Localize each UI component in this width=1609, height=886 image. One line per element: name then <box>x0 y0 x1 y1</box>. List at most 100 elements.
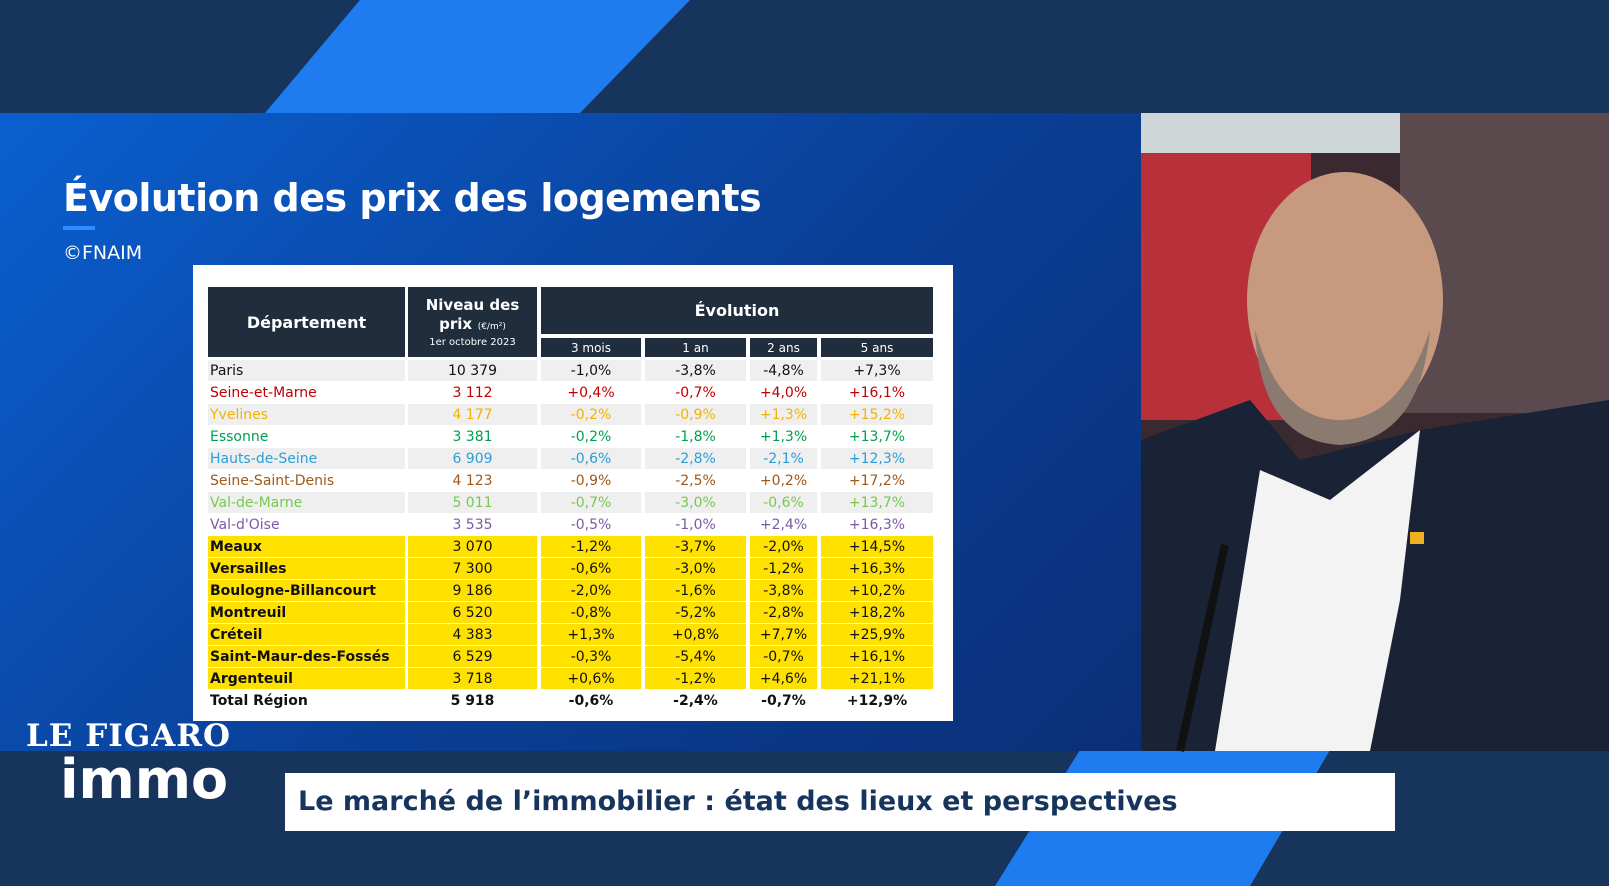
table-cell: +14,5% <box>821 536 933 557</box>
caption-box <box>285 773 1395 831</box>
period-header: 1 an <box>645 338 746 357</box>
table-cell: +16,3% <box>821 514 933 535</box>
table-cell: -0,9% <box>645 404 746 425</box>
table-cell: +16,1% <box>821 646 933 667</box>
table-cell: +21,1% <box>821 668 933 689</box>
table-cell: -0,6% <box>541 690 641 711</box>
row-label: Seine-Saint-Denis <box>208 470 405 491</box>
table-cell: 10 379 <box>408 360 537 381</box>
table-cell: 4 177 <box>408 404 537 425</box>
row-label: Meaux <box>208 536 405 557</box>
table-cell: -3,8% <box>750 580 817 601</box>
table-cell: -3,8% <box>645 360 746 381</box>
header-unit: (€/m²) <box>477 322 506 332</box>
table-cell: -0,6% <box>541 448 641 469</box>
table-cell: +16,1% <box>821 382 933 403</box>
stripe <box>265 0 690 113</box>
table-cell: -2,0% <box>541 580 641 601</box>
table-cell: +13,7% <box>821 492 933 513</box>
table-cell: -2,4% <box>645 690 746 711</box>
slide-title: Évolution des prix des logements <box>63 176 762 220</box>
table-cell: +0,6% <box>541 668 641 689</box>
table-cell: -1,2% <box>645 668 746 689</box>
table-cell: +10,2% <box>821 580 933 601</box>
table-cell: 6 520 <box>408 602 537 623</box>
table-cell: +0,8% <box>645 624 746 645</box>
table-cell: -0,6% <box>750 492 817 513</box>
table-cell: 4 383 <box>408 624 537 645</box>
row-label: Versailles <box>208 558 405 579</box>
period-header: 5 ans <box>821 338 933 357</box>
table-cell: -0,9% <box>541 470 641 491</box>
table-cell: -0,7% <box>750 646 817 667</box>
period-header: 3 mois <box>541 338 641 357</box>
table-cell: +0,4% <box>541 382 641 403</box>
table-cell: 6 909 <box>408 448 537 469</box>
table-cell: -3,7% <box>645 536 746 557</box>
table-cell: +12,3% <box>821 448 933 469</box>
table-cell: 3 070 <box>408 536 537 557</box>
table-cell: +4,6% <box>750 668 817 689</box>
table-cell: 3 112 <box>408 382 537 403</box>
row-label: Montreuil <box>208 602 405 623</box>
table-cell: -0,7% <box>541 492 641 513</box>
row-label: Boulogne-Billancourt <box>208 580 405 601</box>
table-cell: -1,0% <box>645 514 746 535</box>
header-line: prix (€/m²) <box>439 314 506 333</box>
table-cell: -0,8% <box>541 602 641 623</box>
table-cell: -1,2% <box>541 536 641 557</box>
caption: Le marché de l’immobilier : état des lie… <box>298 786 1178 817</box>
table-cell: 7 300 <box>408 558 537 579</box>
table-cell: +12,9% <box>821 690 933 711</box>
header-cell: Évolution <box>541 287 933 334</box>
table-cell: -1,0% <box>541 360 641 381</box>
header-text: prix <box>439 315 473 333</box>
logo-line2: immo <box>60 748 229 811</box>
table-cell: -0,7% <box>645 382 746 403</box>
row-label: Total Région <box>208 690 405 711</box>
table-cell: -2,0% <box>750 536 817 557</box>
table-cell: +7,3% <box>821 360 933 381</box>
header-cell: Niveau des prix (€/m²) 1er octobre 2023 <box>408 287 537 357</box>
table-cell: 6 529 <box>408 646 537 667</box>
table-cell: -2,8% <box>645 448 746 469</box>
table-cell: +13,7% <box>821 426 933 447</box>
table-cell: +25,9% <box>821 624 933 645</box>
table-cell: -0,2% <box>541 404 641 425</box>
table-cell: 9 186 <box>408 580 537 601</box>
table-cell: 5 011 <box>408 492 537 513</box>
table-cell: 3 381 <box>408 426 537 447</box>
table-cell: +1,3% <box>750 426 817 447</box>
row-label: Val-de-Marne <box>208 492 405 513</box>
table-cell: -0,5% <box>541 514 641 535</box>
row-label: Yvelines <box>208 404 405 425</box>
row-label: Créteil <box>208 624 405 645</box>
source: ©FNAIM <box>63 242 143 264</box>
row-label: Paris <box>208 360 405 381</box>
table-cell: -1,6% <box>645 580 746 601</box>
table-cell: -1,8% <box>645 426 746 447</box>
header-text: Niveau des <box>425 296 520 314</box>
table-cell: -3,0% <box>645 492 746 513</box>
table-cell: 3 535 <box>408 514 537 535</box>
table-cell: -2,5% <box>645 470 746 491</box>
row-label: Saint-Maur-des-Fossés <box>208 646 405 667</box>
table-cell: +1,3% <box>541 624 641 645</box>
row-label: Seine-et-Marne <box>208 382 405 403</box>
table-cell: +0,2% <box>750 470 817 491</box>
row-label: Essonne <box>208 426 405 447</box>
table-cell: +7,7% <box>750 624 817 645</box>
table-cell: 4 123 <box>408 470 537 491</box>
table-cell: +15,2% <box>821 404 933 425</box>
table-cell: 3 718 <box>408 668 537 689</box>
table-cell: +4,0% <box>750 382 817 403</box>
table-cell: +16,3% <box>821 558 933 579</box>
table-cell: -5,2% <box>645 602 746 623</box>
table-cell: +18,2% <box>821 602 933 623</box>
table-cell: -0,7% <box>750 690 817 711</box>
title-rule <box>63 226 95 230</box>
row-label: Hauts-de-Seine <box>208 448 405 469</box>
table-cell: +17,2% <box>821 470 933 491</box>
table-cell: -5,4% <box>645 646 746 667</box>
